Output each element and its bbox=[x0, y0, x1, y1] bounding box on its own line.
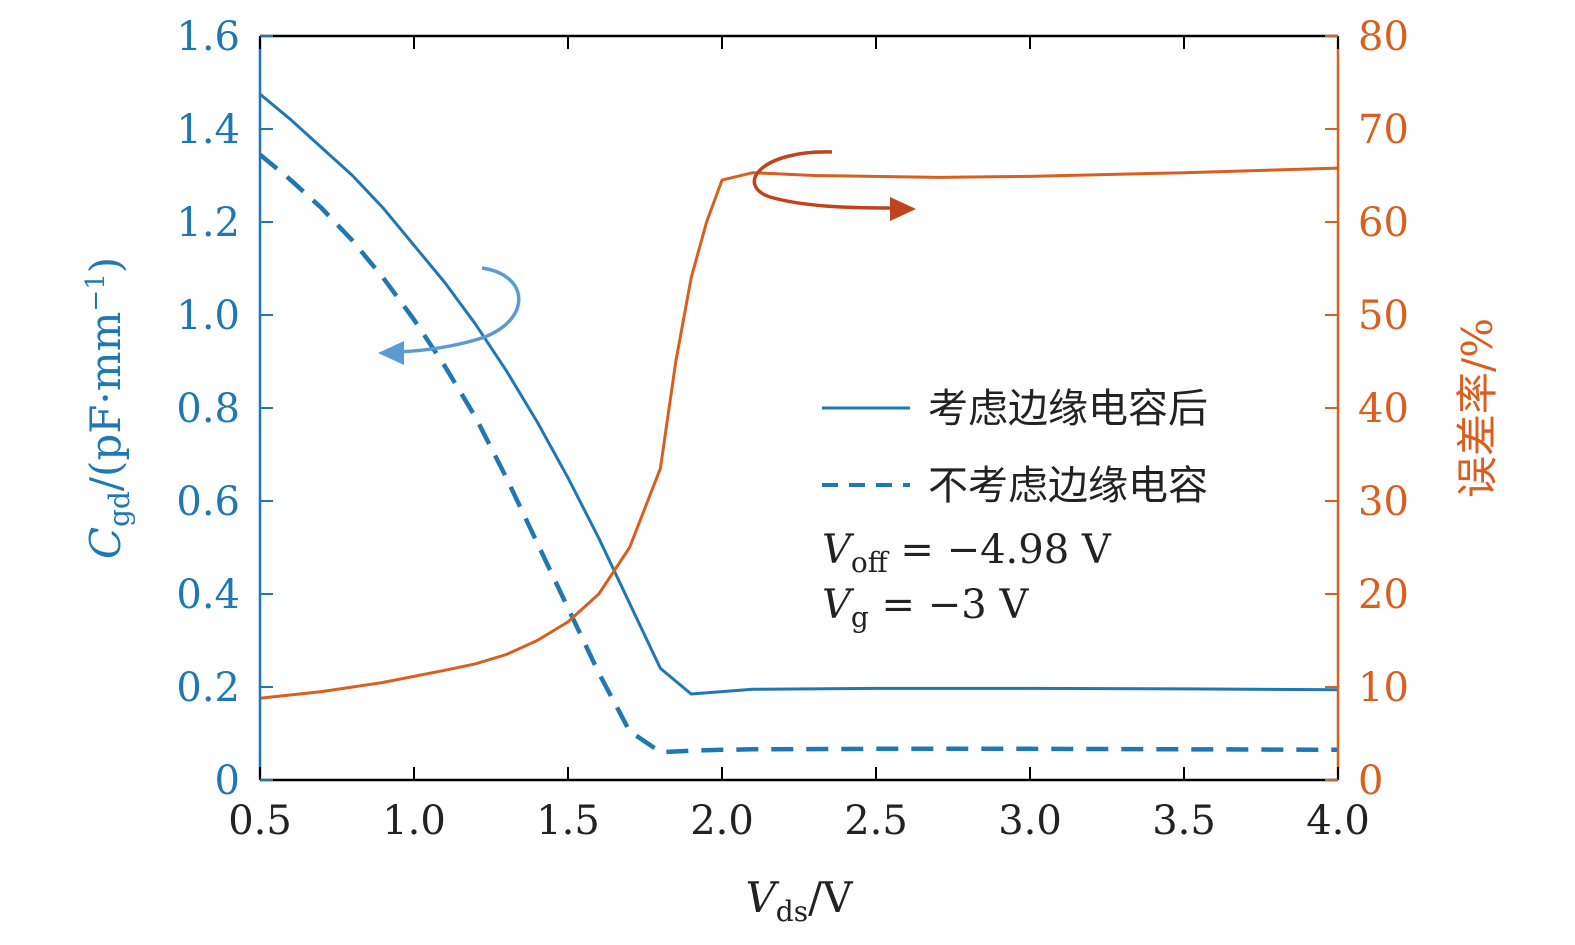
x-tick-label: 1.0 bbox=[382, 798, 446, 844]
y-left-title-sub: gd bbox=[103, 491, 136, 527]
y-left-title-close: ) bbox=[81, 257, 130, 273]
y-right-tick-label: 20 bbox=[1358, 572, 1409, 618]
y-right-tick-label: 60 bbox=[1358, 200, 1409, 246]
y-left-axis-title: Cgd/(pF·mm−1) bbox=[81, 257, 136, 559]
y-left-tick-label: 1.2 bbox=[176, 200, 240, 246]
series-line-1 bbox=[258, 152, 1339, 755]
left-arrow-head-icon bbox=[378, 341, 404, 365]
y-left-tick-label: 1.6 bbox=[176, 14, 240, 60]
left-axis-pointer-arrow bbox=[397, 266, 521, 354]
x-axis-title-unit: /V bbox=[808, 873, 853, 922]
legend-label-0: 考虑边缘电容后 bbox=[928, 386, 1208, 432]
y-right-tick-label: 70 bbox=[1358, 107, 1409, 153]
y-left-tick-label: 0.2 bbox=[176, 665, 240, 711]
x-tick-label: 4.0 bbox=[1306, 798, 1370, 844]
y-right-tick-label: 10 bbox=[1358, 665, 1409, 711]
x-tick-label: 2.0 bbox=[690, 798, 754, 844]
y-left-tick-label: 0 bbox=[215, 758, 240, 804]
annotation-0: Voff = −4.98 V bbox=[822, 527, 1112, 579]
annotation-1: Vg = −3 V bbox=[822, 582, 1029, 634]
right-arrow-head-icon bbox=[890, 197, 916, 221]
series-line-2 bbox=[259, 166, 1339, 700]
annotation-var: V bbox=[822, 582, 855, 628]
y-left-tick-label: 0.6 bbox=[176, 479, 240, 525]
y-right-tick-label: 80 bbox=[1358, 14, 1409, 60]
x-tick-label: 3.5 bbox=[1152, 798, 1216, 844]
annotation-var: V bbox=[822, 527, 855, 573]
annotation-sub: g bbox=[851, 601, 869, 634]
annotation-value: = −3 V bbox=[869, 582, 1030, 628]
annotation-sub: off bbox=[851, 546, 890, 579]
x-axis-title-sub: ds bbox=[776, 895, 808, 928]
series-line-0 bbox=[259, 92, 1339, 696]
x-axis-title: Vds/V bbox=[745, 873, 853, 928]
legend-label-1: 不考虑边缘电容 bbox=[928, 463, 1208, 509]
y-left-title-var: C bbox=[81, 527, 130, 559]
y-left-tick-label: 0.8 bbox=[176, 386, 240, 432]
y-right-tick-label: 0 bbox=[1358, 758, 1383, 804]
y-left-title-unit: /(pF·mm bbox=[81, 312, 130, 492]
x-axis-title-var: V bbox=[745, 873, 779, 922]
right-axis-pointer-arrow bbox=[752, 150, 893, 210]
x-tick-label: 1.5 bbox=[536, 798, 600, 844]
y-left-title-sup: −1 bbox=[81, 273, 111, 311]
y-right-axis-title: 误差率/% bbox=[1453, 318, 1502, 498]
y-right-tick-label: 40 bbox=[1358, 386, 1409, 432]
y-right-tick-label: 50 bbox=[1358, 293, 1409, 339]
x-tick-label: 3.0 bbox=[998, 798, 1062, 844]
y-right-tick-label: 30 bbox=[1358, 479, 1409, 525]
y-left-tick-label: 0.4 bbox=[176, 572, 240, 618]
y-left-tick-label: 1.4 bbox=[176, 107, 240, 153]
y-left-tick-label: 1.0 bbox=[176, 293, 240, 339]
x-tick-label: 2.5 bbox=[844, 798, 908, 844]
annotation-value: = −4.98 V bbox=[888, 527, 1112, 573]
x-tick-label: 0.5 bbox=[228, 798, 292, 844]
